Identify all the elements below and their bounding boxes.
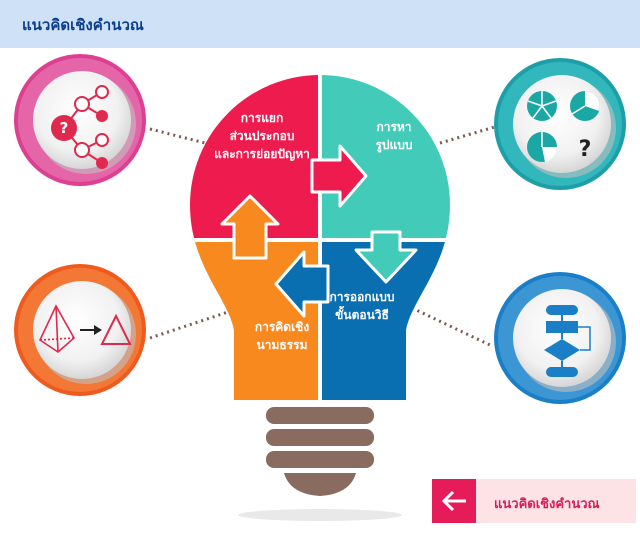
decomposition-tree-icon: ? [14,54,146,186]
question-mark-small: ? [60,119,69,137]
pyramid-to-triangle-icon [14,264,146,396]
decomposition-line-3: และการย่อยปัญหา [214,147,310,161]
decomposition-line-1: การแยก [241,111,283,125]
back-button[interactable]: แนวคิดเชิงคำนวณ [432,479,636,523]
page-title: แนวคิดเชิงคำนวณ [22,16,144,34]
algorithm-line-2: ขั้นตอนวิธี [335,305,389,322]
pattern-line-1: การหา [376,120,411,134]
pattern-line-2: รูปแบบ [375,138,412,153]
abstraction-line-2: นามธรรม [257,338,308,352]
question-mark-large: ? [579,137,592,162]
arrow-left-icon [432,479,476,523]
flowchart-icon [494,272,626,404]
abstraction-line-1: การคิดเชิง [255,320,310,334]
back-button-label: แนวคิดเชิงคำนวณ [494,497,600,512]
decomposition-line-2: ส่วนประกอบ [230,129,295,143]
lightbulb-puzzle [190,75,450,400]
connector-lines [149,124,499,348]
algorithm-line-1: การออกแบบ [329,290,394,304]
header-bar: แนวคิดเชิงคำนวณ [0,0,640,48]
lamp-base [238,407,402,521]
pattern-pie-charts-icon: ? [494,58,626,190]
